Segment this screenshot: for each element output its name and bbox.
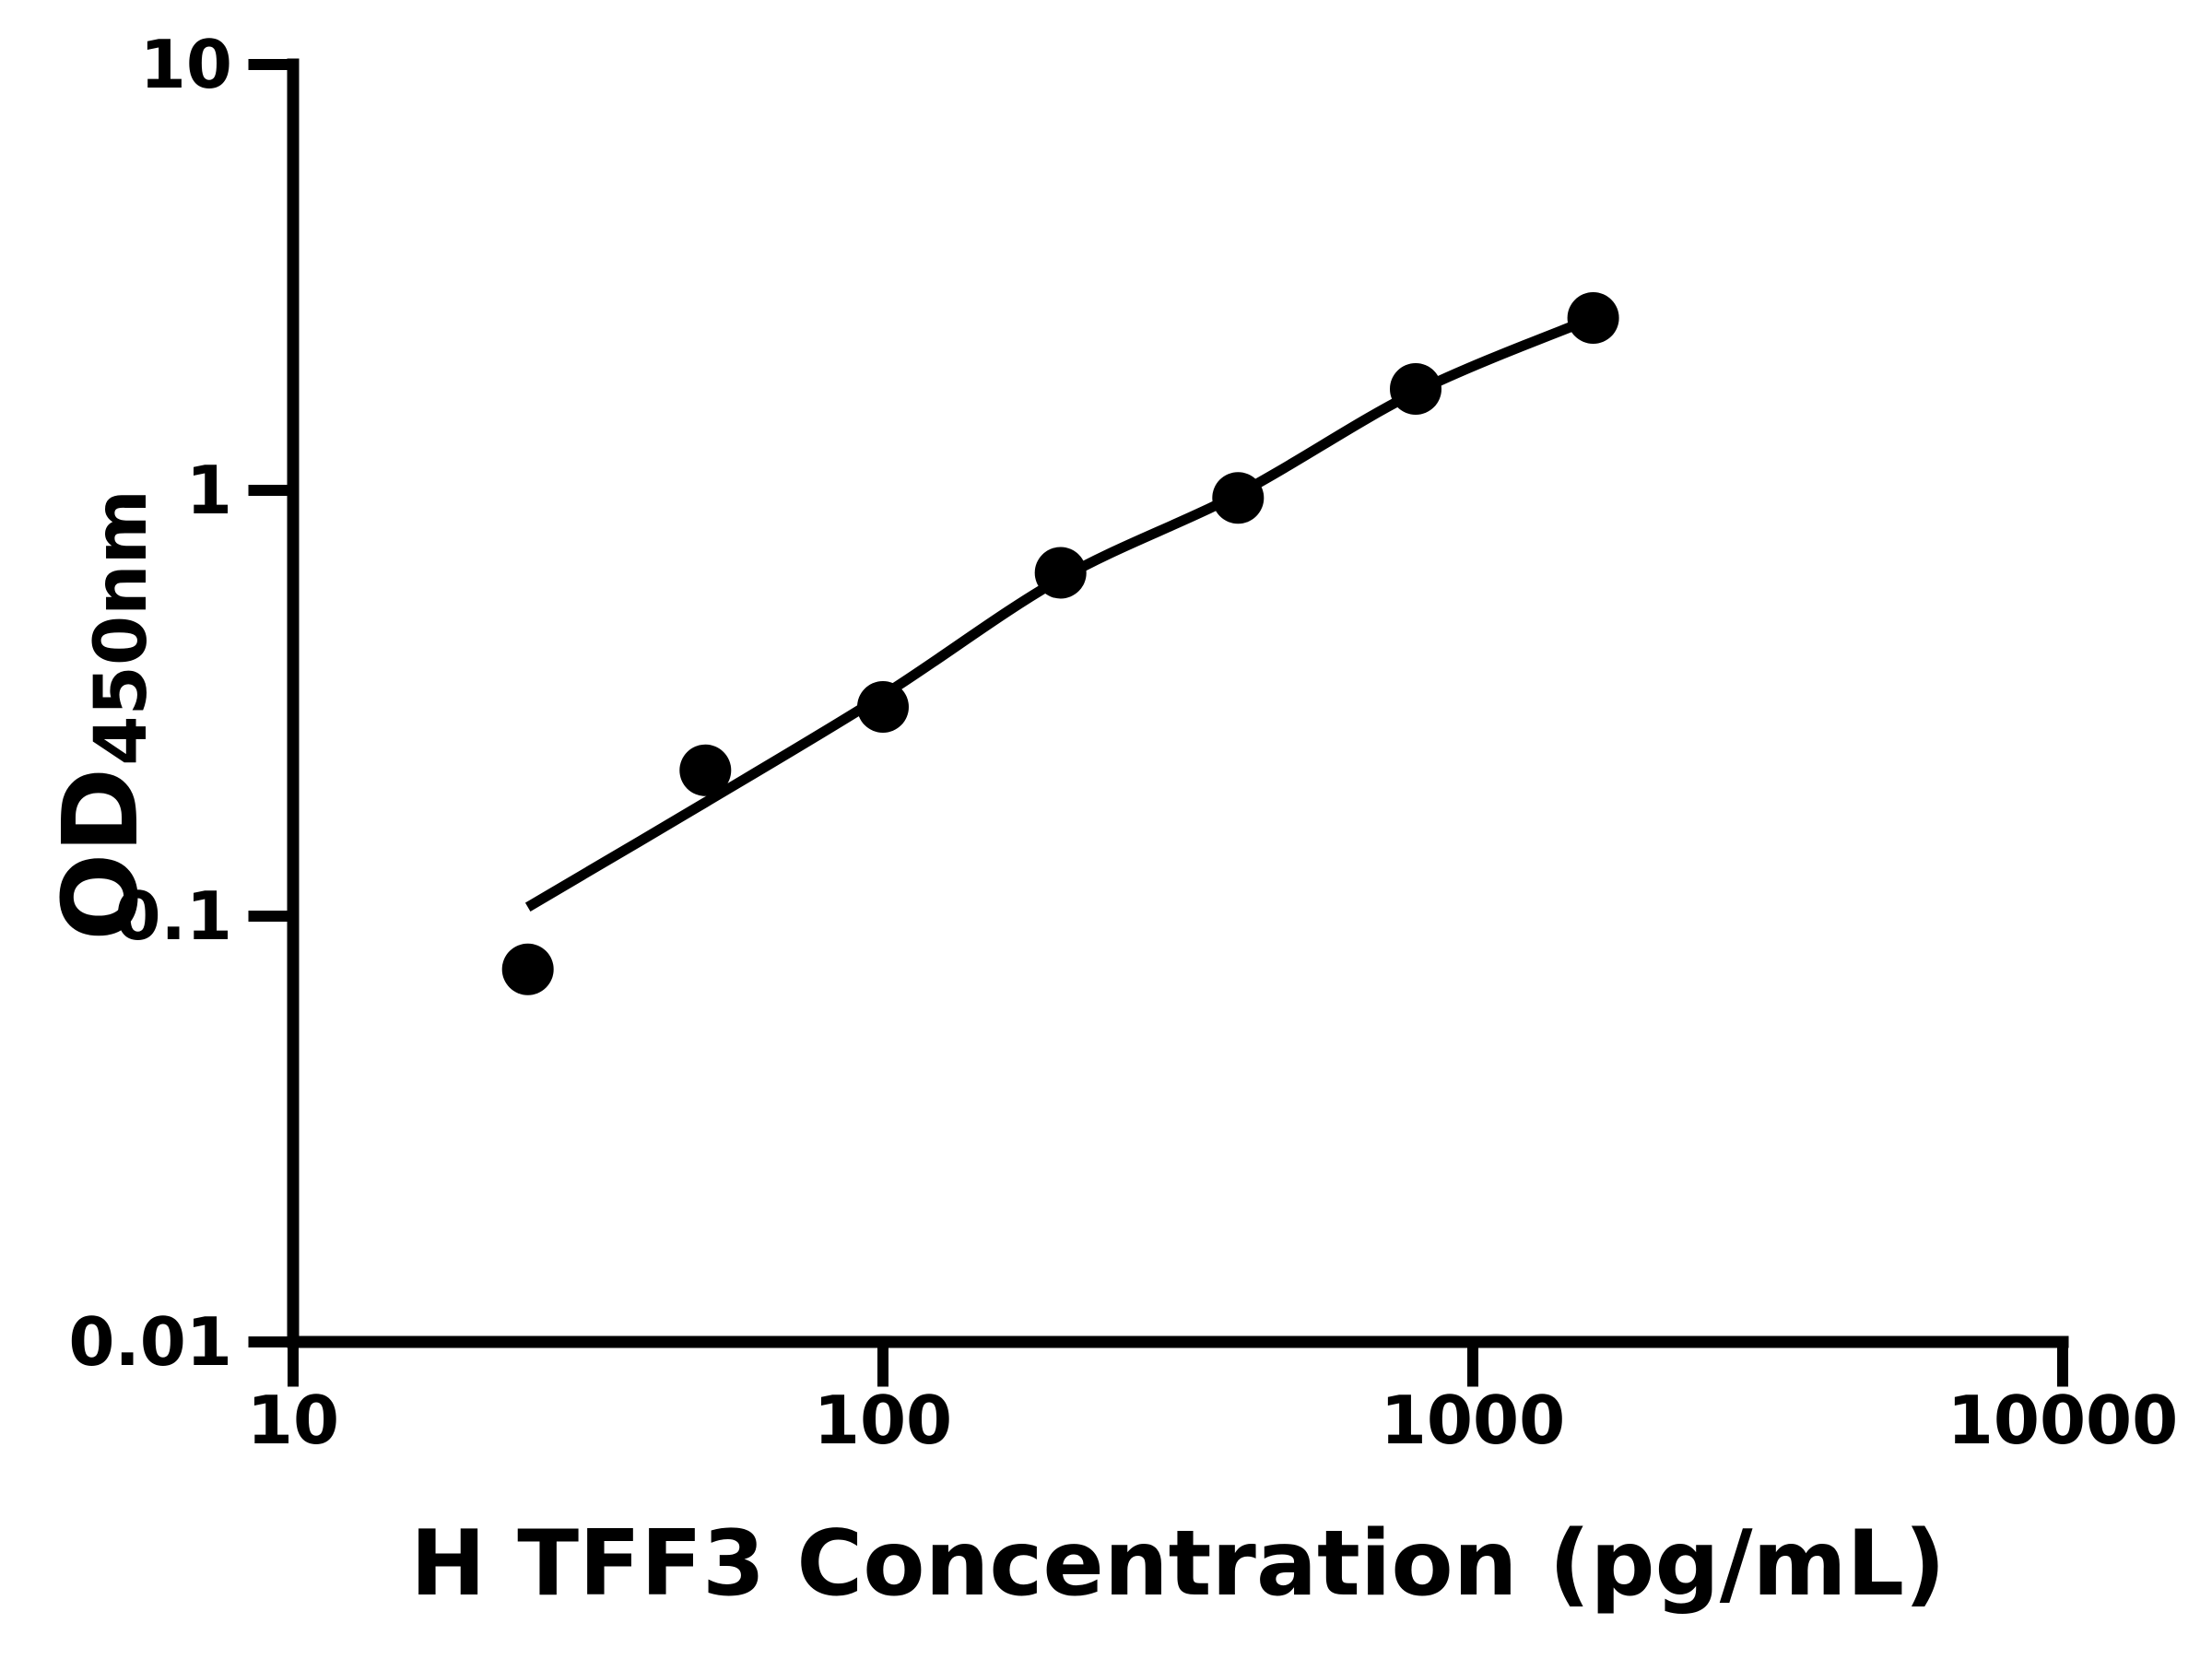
data-point-1600 [1567,292,1619,344]
y-axis-title-main: OD [41,767,161,941]
x-tick-label-100: 100 [814,1382,952,1459]
y-tick-label-10: 10 [140,26,232,103]
x-tick-label-1000: 1000 [1381,1382,1565,1459]
y-axis-title: OD 450nm [41,489,163,941]
x-tick-label-10: 10 [247,1382,339,1459]
data-point-25 [501,943,554,995]
x-axis-title: H TFF3 Concentration (pg/mL) [410,1512,1946,1617]
data-point-400 [1212,472,1265,524]
x-tick-label-10000: 10000 [1947,1382,2179,1459]
data-point-50 [679,744,732,796]
y-tick-label-0.01: 0.01 [68,1303,232,1381]
data-point-100 [857,681,909,733]
y-axis-title-subscript: 450nm [80,489,163,766]
data-point-200 [1034,547,1087,599]
y-tick-label-1: 1 [186,452,232,529]
y-tick-label-0.1: 0.1 [114,877,232,955]
data-point-800 [1390,363,1441,415]
